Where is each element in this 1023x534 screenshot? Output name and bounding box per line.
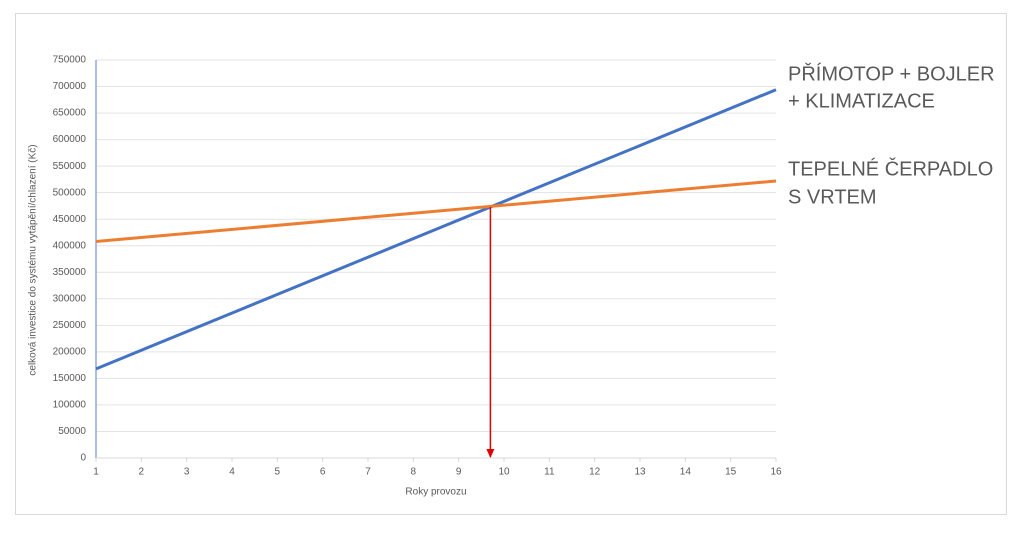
x-tick-label: 16 [770, 467, 782, 478]
series-line [95, 88, 777, 371]
series-label: S VRTEM [788, 186, 877, 208]
y-tick-label: 200000 [53, 347, 87, 358]
x-tick-label: 11 [544, 467, 555, 478]
y-tick-label: 0 [80, 453, 86, 464]
y-tick-label: 250000 [53, 320, 87, 331]
x-tick-label: 13 [634, 467, 646, 478]
x-tick-label: 8 [411, 467, 417, 478]
series-label: TEPELNÉ ČERPADLO [788, 157, 993, 180]
y-tick-label: 600000 [53, 134, 87, 145]
x-tick-label: 4 [229, 467, 235, 478]
y-tick-label: 500000 [53, 187, 87, 198]
y-axis-label: celková investice do systému vytápění/ch… [28, 144, 39, 375]
y-tick-label: 700000 [53, 81, 87, 92]
x-tick-label: 2 [139, 467, 145, 478]
x-axis-label: Roky provozu [405, 487, 466, 498]
series-line [95, 179, 777, 243]
y-tick-label: 550000 [53, 161, 87, 172]
series-label: PŘÍMOTOP + BOJLER [788, 62, 995, 85]
x-tick-label: 10 [498, 467, 510, 478]
x-tick-label: 1 [93, 467, 99, 478]
marker-arrow-head [486, 449, 495, 458]
x-tick-label: 14 [680, 467, 692, 478]
y-tick-label: 450000 [53, 214, 87, 225]
y-tick-label: 750000 [53, 55, 87, 66]
y-tick-label: 350000 [53, 267, 87, 278]
y-tick-label: 150000 [53, 373, 87, 384]
series-label: + KLIMATIZACE [788, 90, 935, 112]
x-tick-label: 7 [365, 467, 371, 478]
chart-frame [15, 13, 1007, 515]
y-tick-label: 650000 [53, 108, 87, 119]
x-tick-label: 6 [320, 467, 326, 478]
y-tick-label: 100000 [53, 400, 87, 411]
y-tick-label: 400000 [53, 240, 87, 251]
x-tick-label: 5 [275, 467, 281, 478]
x-tick-label: 9 [456, 467, 462, 478]
x-tick-label: 12 [589, 467, 601, 478]
y-tick-label: 300000 [53, 293, 87, 304]
y-tick-label: 50000 [58, 426, 86, 437]
x-tick-label: 15 [725, 467, 737, 478]
x-tick-label: 3 [184, 467, 190, 478]
